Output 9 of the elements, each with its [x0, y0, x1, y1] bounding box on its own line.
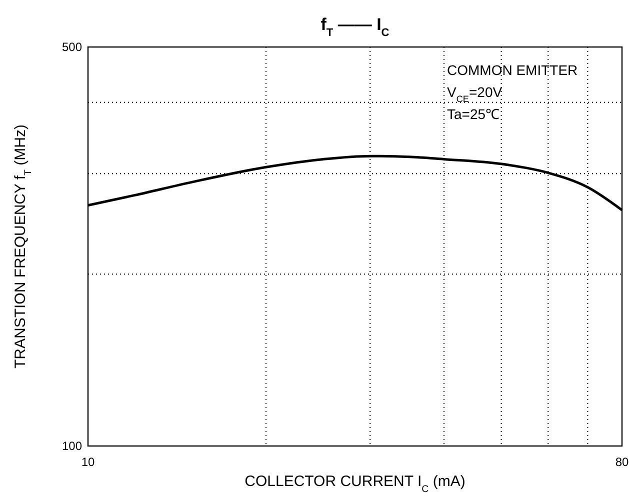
y-tick-label: 100	[62, 439, 82, 453]
x-tick-label: 10	[81, 455, 95, 469]
y-tick-label: 500	[62, 40, 82, 54]
annotation: COMMON EMITTER	[447, 62, 578, 78]
x-axis-title: COLLECTOR CURRENT I$_{C}$ (mA)	[244, 473, 466, 494]
x-tick-label: 80	[615, 455, 629, 469]
chart-title: f$_{T}$ —— I$_{C}$	[320, 15, 390, 39]
annotation: Ta=25℃	[447, 106, 500, 122]
annotation: V$_{CE}$=20V	[447, 84, 503, 104]
